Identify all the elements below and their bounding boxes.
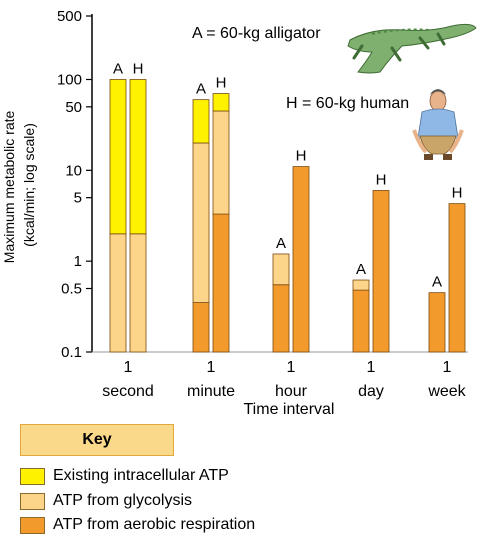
legend-item-glycolysis: ATP from glycolysis [20,491,192,511]
category-label-line2: week [427,383,466,400]
alligator-annotation: A = 60-kg alligator [192,25,321,42]
bar-segment-aerobic [428,292,446,353]
y-tick-label: 0.1 [61,344,82,361]
bar-segment-glycolysis [192,142,210,303]
bar-label: A [113,60,123,77]
legend-label-aerobic: ATP from aerobic respiration [53,516,256,533]
y-ticks: 500 100 50 10 5 1 0.5 0.1 [57,8,92,361]
bar-label: A [276,235,286,252]
bar-label: H [216,75,227,92]
bar-segment-glycolysis [352,279,370,291]
legend-label-glycolysis: ATP from glycolysis [53,492,192,509]
bar-segment-atp [192,99,210,144]
alligator-illustration [347,23,477,74]
category-label-line1: 1 [367,359,376,376]
bar-segment-aerobic [212,213,230,353]
human-illustration [412,89,464,160]
legend-label-atp: Existing intracellular ATP [53,467,229,484]
bar-segment-glycolysis [212,110,230,215]
category-label-line2: day [358,383,384,400]
y-tick-label: 500 [57,8,82,25]
legend-swatch-aerobic [20,516,45,534]
key-title-box: Key [20,424,174,456]
category-label-line1: 1 [443,359,452,376]
y-axis-title-line2: (kcal/min; log scale) [21,123,37,247]
bar-label: H [296,148,307,165]
category-labels: 1 second 1 minute 1 hour 1 day 1 week [102,359,466,400]
bar-label: H [133,60,144,77]
category-label-line1: 1 [207,359,216,376]
category-label-line2: hour [275,383,308,400]
category-label-line2: minute [187,383,235,400]
bar-segment-atp [129,79,147,235]
legend-item-atp: Existing intracellular ATP [20,466,229,486]
category-label-line1: 1 [287,359,296,376]
bar-label: H [452,185,463,202]
y-axis-title-line1: Maximum metabolic rate [1,110,17,263]
y-tick-label: 50 [65,99,82,116]
legend-swatch-glycolysis [20,492,45,510]
bar-label: A [432,274,442,291]
bar-segment-aerobic [272,284,290,353]
bar-segment-glycolysis [129,233,147,353]
bar-segment-aerobic [448,203,466,353]
y-tick-label: 1 [74,253,82,270]
bar-segment-aerobic [352,289,370,353]
bar-segment-aerobic [372,190,390,353]
category-label-line1: 1 [124,359,133,376]
bar-segment-glycolysis [109,233,127,353]
bar-segment-aerobic [192,302,210,353]
bar-label: A [196,81,206,98]
y-tick-label: 5 [74,190,82,207]
bar-segment-glycolysis [272,253,290,286]
human-annotation: H = 60-kg human [286,95,409,112]
y-tick-label: 0.5 [61,281,82,298]
legend-swatch-atp [20,467,45,485]
bar-segment-atp [212,93,230,112]
metabolic-rate-chart: Maximum metabolic rate (kcal/min; log sc… [1,8,477,418]
bar-label: H [376,171,387,188]
y-tick-label: 100 [57,71,82,88]
y-axis-title: Maximum metabolic rate (kcal/min; log sc… [1,107,37,263]
y-tick-label: 10 [65,162,82,179]
legend-item-aerobic: ATP from aerobic respiration [20,515,255,535]
x-axis-title: Time interval [244,401,335,418]
bar-segment-atp [109,79,127,235]
category-label-line2: second [102,383,154,400]
bar-label: A [356,261,366,278]
bar-segment-aerobic [292,166,310,353]
